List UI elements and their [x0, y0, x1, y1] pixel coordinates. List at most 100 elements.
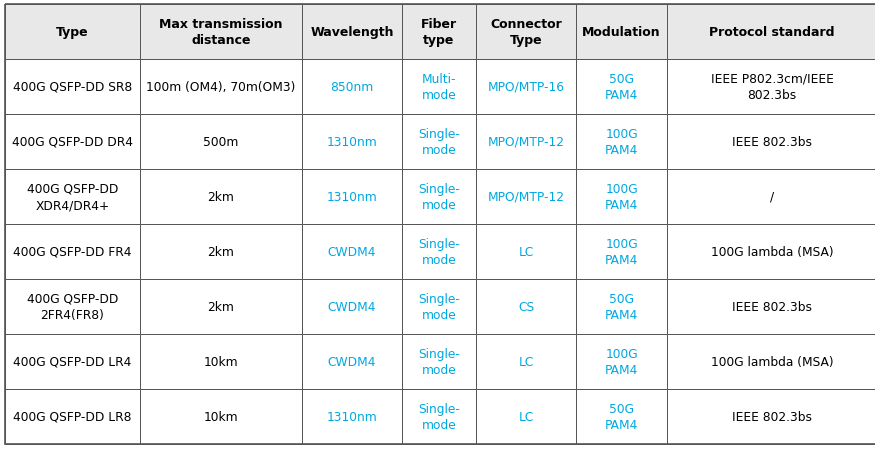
- Text: 1310nm: 1310nm: [326, 191, 377, 203]
- Text: CWDM4: CWDM4: [328, 355, 376, 368]
- Text: IEEE P802.3cm/IEEE
802.3bs: IEEE P802.3cm/IEEE 802.3bs: [710, 73, 834, 102]
- Bar: [476, 170, 576, 224]
- Text: Single-
mode: Single- mode: [418, 237, 460, 267]
- Text: 50G
PAM4: 50G PAM4: [605, 292, 638, 322]
- Bar: [402, 115, 476, 170]
- Bar: [476, 279, 576, 334]
- Text: 100G
PAM4: 100G PAM4: [605, 237, 638, 267]
- Bar: [476, 115, 576, 170]
- Bar: [402, 389, 476, 444]
- Text: 100G lambda (MSA): 100G lambda (MSA): [710, 355, 833, 368]
- Bar: [402, 224, 476, 279]
- Bar: [667, 115, 875, 170]
- Bar: [140, 389, 302, 444]
- Text: 2km: 2km: [207, 191, 235, 203]
- Bar: [5, 60, 140, 115]
- Text: 400G QSFP-DD LR4: 400G QSFP-DD LR4: [13, 355, 132, 368]
- Text: CWDM4: CWDM4: [328, 300, 376, 313]
- Text: LC: LC: [518, 245, 534, 258]
- Text: Single-
mode: Single- mode: [418, 182, 460, 212]
- Text: 2km: 2km: [207, 245, 235, 258]
- Text: 10km: 10km: [204, 355, 238, 368]
- Text: 100m (OM4), 70m(OM3): 100m (OM4), 70m(OM3): [146, 81, 296, 94]
- Bar: [140, 279, 302, 334]
- Bar: [5, 224, 140, 279]
- Text: MPO/MTP-12: MPO/MTP-12: [487, 191, 564, 203]
- Text: Multi-
mode: Multi- mode: [422, 73, 457, 102]
- Text: Single-
mode: Single- mode: [418, 347, 460, 376]
- Bar: [667, 60, 875, 115]
- Text: 50G
PAM4: 50G PAM4: [605, 402, 638, 431]
- Bar: [140, 170, 302, 224]
- Bar: [140, 224, 302, 279]
- Bar: [667, 5, 875, 60]
- Bar: [302, 60, 402, 115]
- Bar: [576, 60, 667, 115]
- Bar: [476, 224, 576, 279]
- Bar: [402, 279, 476, 334]
- Bar: [302, 170, 402, 224]
- Bar: [576, 115, 667, 170]
- Text: 850nm: 850nm: [331, 81, 374, 94]
- Bar: [667, 334, 875, 389]
- Text: 1310nm: 1310nm: [326, 410, 377, 423]
- Bar: [667, 389, 875, 444]
- Bar: [5, 389, 140, 444]
- Text: 500m: 500m: [203, 136, 239, 149]
- Bar: [5, 5, 140, 60]
- Bar: [140, 334, 302, 389]
- Text: 10km: 10km: [204, 410, 238, 423]
- Bar: [402, 170, 476, 224]
- Bar: [402, 5, 476, 60]
- Text: Single-
mode: Single- mode: [418, 292, 460, 322]
- Bar: [402, 334, 476, 389]
- Text: 100G
PAM4: 100G PAM4: [605, 347, 638, 376]
- Text: IEEE 802.3bs: IEEE 802.3bs: [732, 300, 812, 313]
- Bar: [5, 170, 140, 224]
- Text: 400G QSFP-DD FR4: 400G QSFP-DD FR4: [13, 245, 132, 258]
- Text: Single-
mode: Single- mode: [418, 127, 460, 157]
- Text: LC: LC: [518, 410, 534, 423]
- Bar: [576, 389, 667, 444]
- Bar: [140, 115, 302, 170]
- Bar: [667, 279, 875, 334]
- Text: 100G lambda (MSA): 100G lambda (MSA): [710, 245, 833, 258]
- Bar: [302, 334, 402, 389]
- Bar: [5, 115, 140, 170]
- Text: Fiber
type: Fiber type: [421, 18, 457, 47]
- Text: IEEE 802.3bs: IEEE 802.3bs: [732, 136, 812, 149]
- Bar: [576, 279, 667, 334]
- Text: Max transmission
distance: Max transmission distance: [159, 18, 283, 47]
- Text: 400G QSFP-DD
XDR4/DR4+: 400G QSFP-DD XDR4/DR4+: [27, 182, 118, 212]
- Bar: [476, 389, 576, 444]
- Text: Connector
Type: Connector Type: [490, 18, 562, 47]
- Text: 400G QSFP-DD DR4: 400G QSFP-DD DR4: [12, 136, 133, 149]
- Bar: [576, 334, 667, 389]
- Bar: [576, 5, 667, 60]
- Bar: [302, 279, 402, 334]
- Bar: [302, 5, 402, 60]
- Text: Protocol standard: Protocol standard: [710, 26, 835, 39]
- Text: 100G
PAM4: 100G PAM4: [605, 182, 638, 212]
- Bar: [667, 170, 875, 224]
- Bar: [576, 170, 667, 224]
- Text: Wavelength: Wavelength: [311, 26, 394, 39]
- Text: 50G
PAM4: 50G PAM4: [605, 73, 638, 102]
- Bar: [576, 224, 667, 279]
- Bar: [140, 60, 302, 115]
- Bar: [476, 334, 576, 389]
- Text: CWDM4: CWDM4: [328, 245, 376, 258]
- Bar: [5, 334, 140, 389]
- Bar: [140, 5, 302, 60]
- Bar: [302, 115, 402, 170]
- Text: MPO/MTP-16: MPO/MTP-16: [487, 81, 564, 94]
- Text: /: /: [770, 191, 774, 203]
- Text: IEEE 802.3bs: IEEE 802.3bs: [732, 410, 812, 423]
- Text: CS: CS: [518, 300, 534, 313]
- Text: MPO/MTP-12: MPO/MTP-12: [487, 136, 564, 149]
- Bar: [302, 389, 402, 444]
- Bar: [5, 279, 140, 334]
- Bar: [476, 5, 576, 60]
- Text: Type: Type: [56, 26, 89, 39]
- Text: 400G QSFP-DD
2FR4(FR8): 400G QSFP-DD 2FR4(FR8): [27, 292, 118, 322]
